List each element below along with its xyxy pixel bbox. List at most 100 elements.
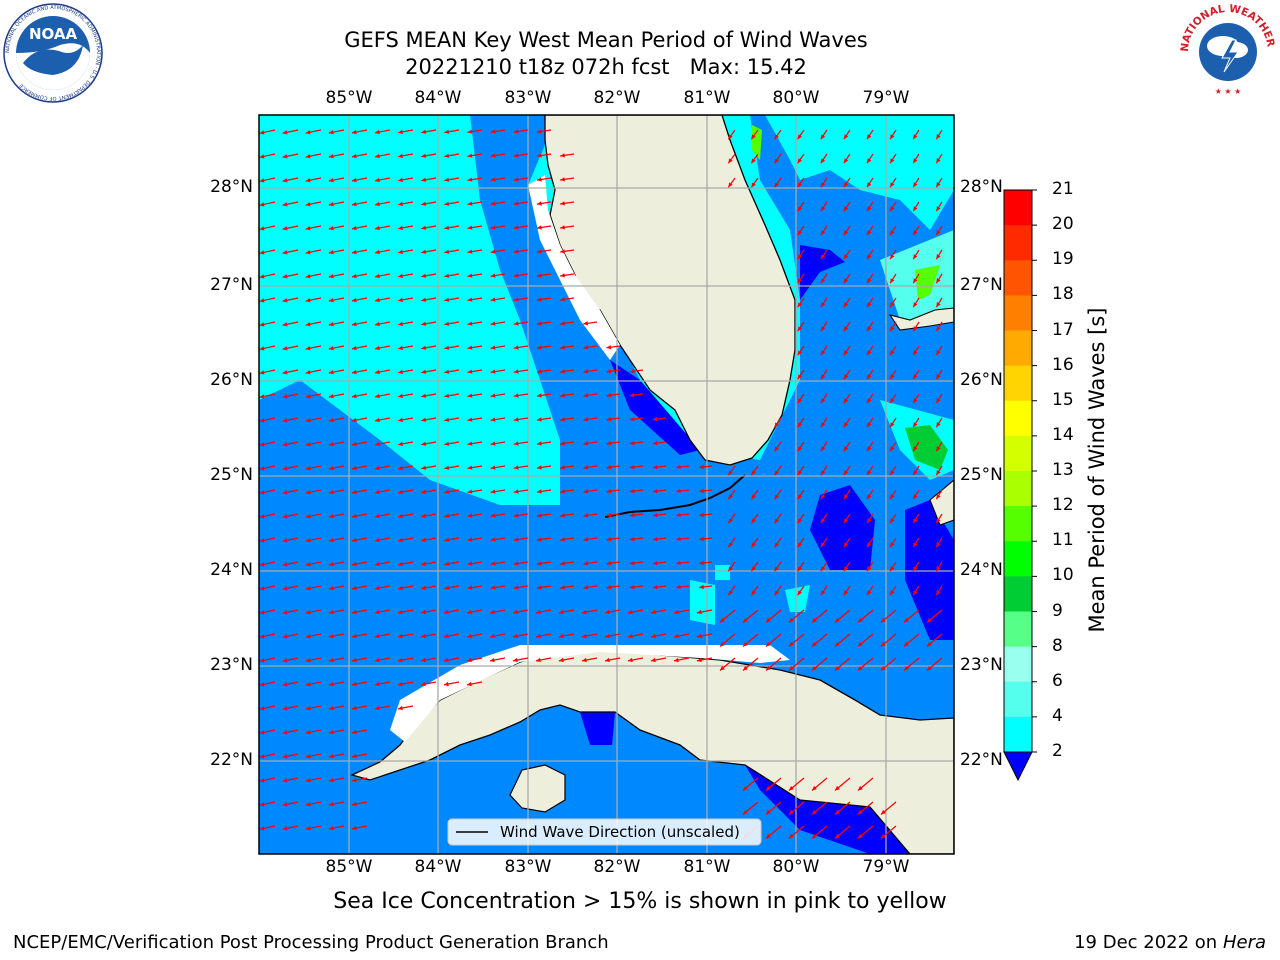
wind-arrow-head: [305, 466, 311, 471]
wind-arrow-head: [467, 177, 473, 182]
ocean-green-2: [915, 265, 940, 300]
wind-arrow-head: [536, 369, 542, 374]
wind-arrow-head: [467, 369, 473, 374]
wind-arrow-head: [398, 393, 403, 399]
wind-arrow-head: [305, 658, 311, 663]
wind-arrow-head: [398, 489, 403, 495]
florida-keys: [604, 474, 746, 518]
wind-arrow-head: [305, 610, 311, 615]
wind-arrow-head: [467, 417, 473, 422]
wind-arrow-head: [259, 418, 265, 423]
wind-arrow-head: [583, 585, 589, 590]
wind-arrow-head: [328, 610, 334, 615]
wind-arrow-head: [467, 441, 473, 446]
wind-arrow-head: [282, 298, 288, 303]
wind-arrow-head: [867, 494, 872, 500]
wind-arrow-head: [843, 182, 849, 188]
wind-arrow-head: [282, 610, 288, 615]
wind-arrow-head: [513, 177, 519, 182]
wind-arrow-head: [444, 177, 450, 182]
ocean-cyan-keys-3: [715, 565, 730, 580]
wind-arrow-head: [843, 230, 849, 236]
wind-arrow-head: [797, 278, 803, 284]
wind-arrow-head: [536, 465, 542, 470]
wind-arrow-head: [490, 345, 496, 350]
wind-arrow-head: [467, 489, 473, 494]
wind-arrow-head: [444, 585, 450, 590]
wind-arrow-head: [467, 249, 473, 254]
wind-arrow-head: [857, 785, 863, 791]
wind-arrow-head: [676, 560, 681, 566]
wind-arrow-head: [375, 609, 380, 615]
lon-label-bottom: 79°W: [862, 857, 910, 877]
title-line-2: 20221210 t18z 072h fcst Max: 15.42: [405, 55, 807, 79]
wind-arrow-head: [936, 494, 941, 500]
wind-arrow-head: [375, 537, 380, 543]
wind-arrow-head: [560, 561, 565, 566]
colorbar-segment: [1004, 681, 1032, 718]
wind-arrow-head: [880, 833, 886, 839]
wind-arrow-head: [890, 494, 895, 500]
wind-arrow-head: [513, 201, 519, 206]
wind-arrow-head: [351, 153, 357, 159]
wind-arrow-head: [820, 158, 826, 164]
wind-arrow-head: [936, 230, 941, 236]
wind-arrow-head: [913, 590, 918, 596]
wind-arrow-head: [797, 518, 803, 524]
ocean-dark-1: [610, 360, 700, 455]
wind-arrow-head: [797, 374, 803, 380]
wind-arrow-head: [913, 494, 918, 500]
wind-arrow-head: [444, 393, 450, 398]
wind-arrow-head: [466, 681, 472, 687]
wind-arrow-head: [926, 665, 932, 671]
wind-arrow-head: [560, 177, 565, 182]
wind-arrow-head: [536, 417, 542, 422]
wind-arrow-head: [560, 441, 565, 446]
wind-arrow-head: [536, 345, 542, 350]
lon-label-bottom: 82°W: [593, 857, 641, 877]
wind-arrow-head: [627, 657, 633, 663]
wind-arrow-head: [606, 369, 612, 374]
wind-arrow-head: [880, 809, 886, 815]
lon-label-bottom: 84°W: [414, 857, 462, 877]
wind-arrow-head: [328, 682, 334, 687]
wind-arrow-head: [583, 369, 589, 374]
wind-arrow-head: [867, 470, 872, 476]
wind-arrow-head: [259, 682, 265, 687]
colorbar-segment: [1004, 225, 1032, 261]
wind-arrow-head: [797, 254, 803, 260]
wind-arrow-head: [421, 225, 427, 230]
wind-arrow-head: [629, 512, 635, 518]
wind-arrow-head: [513, 225, 519, 230]
colorbar-segment: [1004, 716, 1032, 753]
wind-arrow-head: [375, 129, 380, 135]
wind-arrow-head: [583, 489, 589, 494]
wind-arrow-head: [259, 586, 265, 591]
colorbar-tick-label: 14: [1052, 424, 1074, 445]
ocean-cyan-keys-2: [785, 585, 810, 612]
lat-label-right: 27°N: [960, 275, 1003, 295]
wind-arrow-head: [811, 665, 817, 671]
wind-arrow-head: [751, 542, 756, 548]
wind-arrow-head: [774, 158, 779, 164]
wind-arrow-head: [305, 514, 311, 519]
wind-arrow-head: [843, 350, 849, 356]
wind-arrow-head: [867, 182, 872, 188]
wind-arrow-head: [375, 249, 380, 255]
wind-arrow-head: [560, 513, 565, 518]
wind-arrow-head: [444, 489, 450, 494]
wind-arrow-head: [820, 494, 826, 500]
wind-arrow-head: [890, 302, 895, 308]
lon-label-bottom: 83°W: [504, 857, 552, 877]
bahamas-island-2: [929, 479, 954, 526]
wind-arrow-head: [797, 446, 803, 452]
wind-arrow-head: [867, 566, 872, 572]
wind-arrow-head: [820, 542, 826, 548]
wind-arrow-head: [305, 682, 311, 687]
wind-arrow-head: [282, 826, 288, 831]
wind-arrow-head: [467, 201, 473, 206]
lat-label-left: 26°N: [210, 370, 253, 390]
wind-arrow-head: [890, 518, 895, 524]
wind-arrow-head: [629, 560, 635, 566]
wind-arrow-head: [774, 590, 779, 596]
